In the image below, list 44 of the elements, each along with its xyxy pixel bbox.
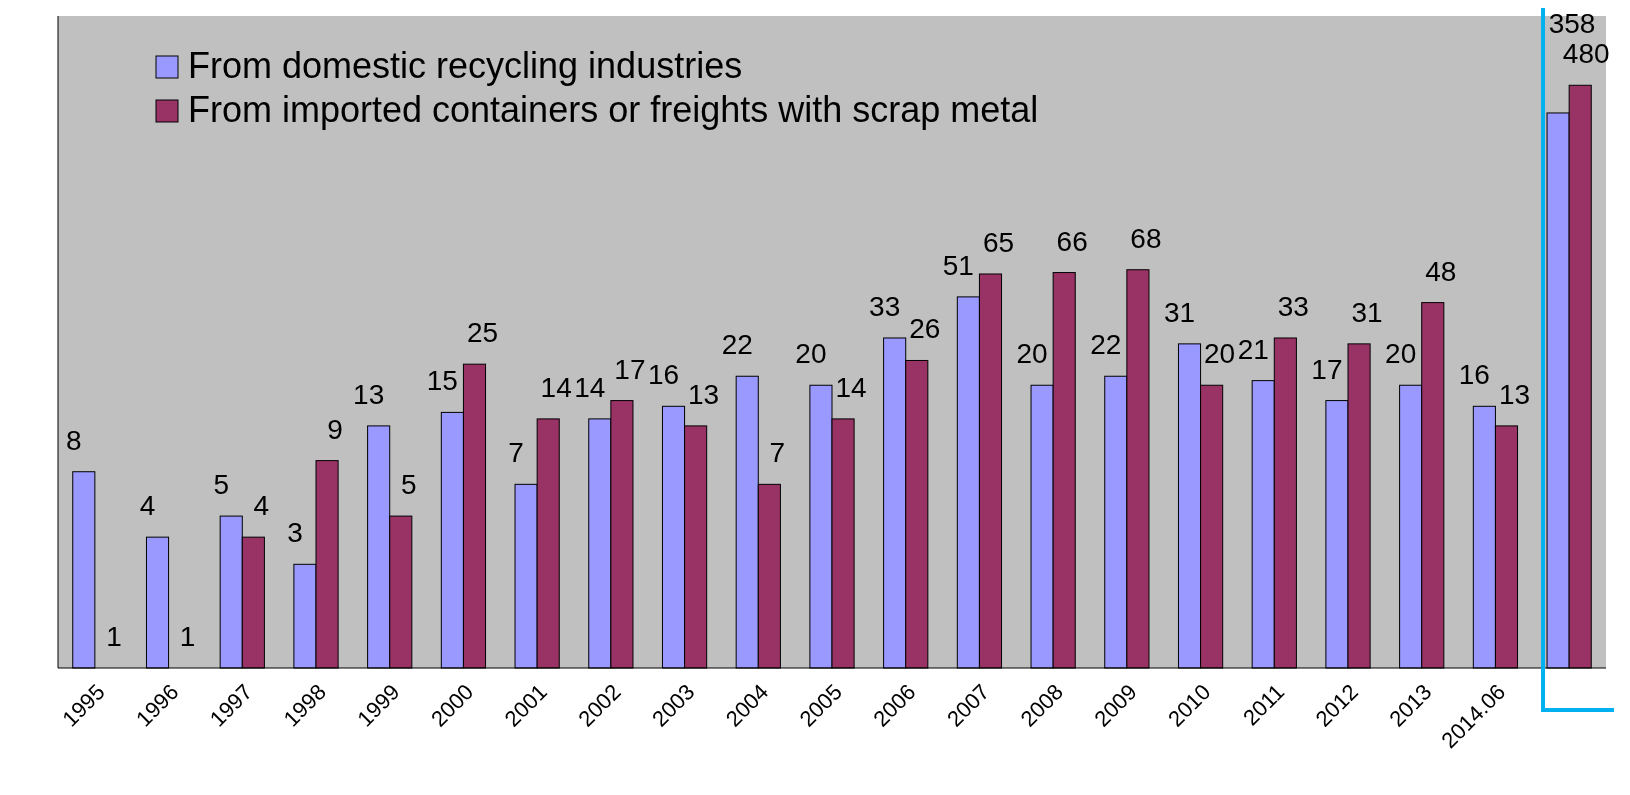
data-label: 14: [574, 371, 606, 403]
data-label: 20: [795, 338, 827, 370]
data-label: 25: [466, 317, 499, 349]
data-label: 16: [1458, 359, 1490, 391]
data-label: 33: [1277, 290, 1309, 322]
data-label: 13: [1498, 378, 1531, 410]
legend-label: From domestic recycling industries: [188, 44, 743, 86]
data-label: 7: [508, 437, 524, 469]
data-label: 4: [253, 490, 270, 522]
data-label: 21: [1237, 333, 1269, 365]
data-label: 9: [327, 413, 343, 445]
data-label: 31: [1163, 296, 1196, 328]
data-label: 51: [942, 249, 974, 281]
data-label: 48: [1425, 255, 1457, 287]
data-label: 22: [1090, 329, 1122, 361]
data-label: 358: [1548, 8, 1596, 40]
data-label: 13: [353, 378, 385, 410]
data-label: 33: [869, 290, 901, 322]
data-label: 22: [721, 329, 753, 361]
data-label: 4: [139, 490, 156, 522]
data-label: 5: [213, 469, 230, 501]
data-label: 1: [106, 621, 122, 652]
data-label: 20: [1385, 338, 1417, 370]
data-label: 68: [1130, 222, 1162, 254]
data-label: 17: [1311, 353, 1343, 385]
data-label: 14: [540, 371, 572, 403]
data-label: 15: [426, 365, 458, 397]
data-label: 17: [614, 353, 646, 385]
data-label: 5: [400, 469, 417, 501]
data-label: 65: [982, 226, 1015, 258]
legend-label: From imported containers or freights with scrap metal: [188, 88, 1039, 130]
data-label: 20: [1204, 338, 1236, 370]
data-label: 480: [1562, 38, 1610, 70]
data-label: 31: [1351, 296, 1383, 328]
data-label: 66: [1056, 225, 1088, 257]
data-label: 8: [66, 424, 82, 456]
data-label: 16: [647, 359, 680, 391]
data-label: 7: [769, 437, 786, 469]
data-label: 26: [909, 313, 941, 345]
data-label: 20: [1016, 338, 1048, 370]
data-label: 13: [688, 378, 720, 410]
data-label: 3: [287, 517, 303, 549]
data-label: 14: [835, 371, 867, 403]
data-label: 1: [179, 621, 196, 652]
